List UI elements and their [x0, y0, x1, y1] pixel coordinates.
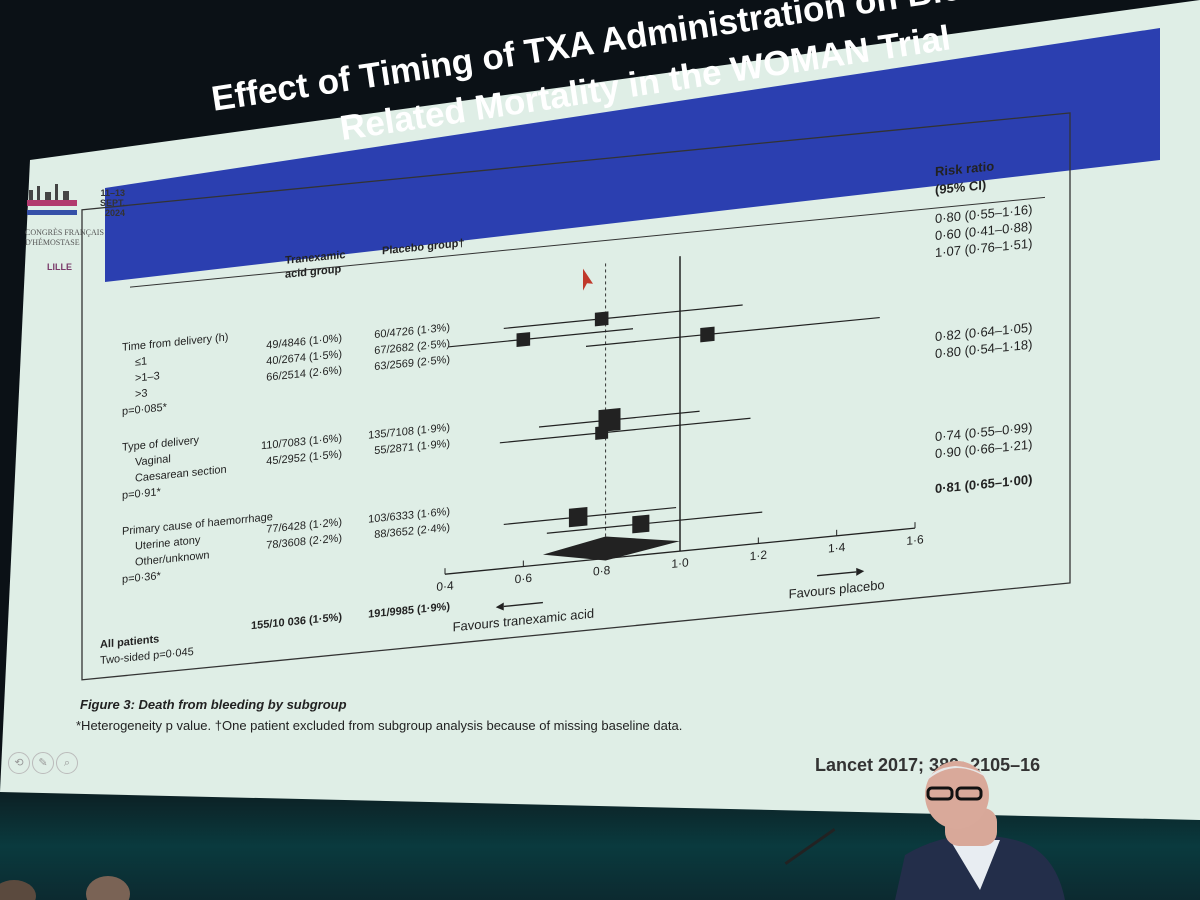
estimate-marker: [594, 311, 609, 327]
ci-line: [546, 511, 763, 534]
placebo-value: 63/2569 (2·5%): [374, 354, 450, 373]
forest-plot-figure: Tranexamic acid group Placebo group† Risk r…: [80, 92, 1075, 685]
txa-value: 66/2514 (2·6%): [266, 364, 342, 383]
ci-line: [448, 328, 633, 348]
favours-right-arrow: [817, 571, 857, 577]
estimate-marker: [598, 408, 621, 433]
row-label: ≤1: [135, 355, 147, 368]
placebo-value: 55/2871 (1·9%): [374, 438, 450, 457]
col-header-txa-2: acid group: [285, 263, 341, 281]
col-header-rr-ci: (95% CI): [935, 177, 986, 197]
row-label: >3: [135, 387, 148, 400]
ci-line: [503, 506, 677, 526]
row-label: Vaginal: [135, 453, 171, 468]
x-tick-label: 1·4: [828, 540, 846, 556]
overall-label: All patients: [100, 633, 159, 651]
x-tick-label: 0·6: [515, 571, 533, 587]
logo-skyline-icon: [27, 184, 77, 215]
txa-value: 45/2952 (1·5%): [266, 448, 342, 467]
col-header-txa: Tranexamic: [285, 249, 345, 267]
txa-value: 78/3608 (2·2%): [266, 532, 342, 551]
pointer-cursor-icon: [583, 268, 593, 291]
group-p-value: p=0·085*: [122, 401, 168, 417]
estimate-marker: [632, 514, 650, 534]
estimate-marker: [516, 332, 531, 347]
row-label: Other/unknown: [135, 549, 210, 568]
estimate-marker: [700, 326, 715, 343]
ci-line: [503, 304, 743, 330]
group-p-value: p=0·91*: [122, 486, 162, 502]
logo-city: LILLE: [47, 262, 72, 272]
figure-footnote: *Heterogeneity p value. †One patient exc…: [76, 718, 683, 733]
zoom-icon[interactable]: ⌕: [56, 752, 78, 774]
row-label: >1–3: [135, 370, 160, 384]
pen-icon[interactable]: ✎: [32, 752, 54, 774]
favours-left-arrow: [503, 601, 543, 608]
x-tick-label: 0·8: [593, 563, 611, 579]
figure-caption: Figure 3: Death from bleeding by subgrou…: [80, 697, 347, 712]
overall-risk-ratio-text: 0·81 (0·65–1·00): [935, 472, 1032, 497]
overall-diamond: [542, 536, 680, 561]
placebo-value: 88/3652 (2·4%): [374, 522, 450, 541]
row-label: Uterine atony: [135, 534, 201, 552]
group-heading: Time from delivery (h): [122, 331, 228, 353]
overall-txa-value: 155/10 036 (1·5%): [251, 611, 342, 632]
slide-control-icon[interactable]: ⟲: [8, 752, 30, 774]
group-p-value: p=0·36*: [122, 570, 162, 586]
col-header-placebo: Placebo group†: [382, 237, 464, 257]
estimate-marker: [595, 425, 609, 440]
ci-line: [499, 417, 751, 444]
favours-right-label: Favours placebo: [789, 577, 885, 601]
audience-heads: [0, 876, 130, 900]
col-header-rr: Risk ratio: [935, 158, 994, 179]
ci-line: [586, 316, 880, 347]
x-tick-label: 1·0: [671, 555, 689, 571]
speaker-person: [895, 761, 1065, 900]
logo-name: CONGRÈS FRANÇAIS D'HÉMOSTASE: [25, 228, 104, 247]
favours-right-arrowhead: [856, 567, 865, 576]
header-rule: [130, 196, 1045, 288]
x-tick-label: 0·4: [436, 578, 454, 594]
citation: Lancet 2017; 389: 2105–16: [815, 755, 1041, 775]
figure-frame: [81, 112, 1071, 681]
group-heading: Type of delivery: [122, 434, 199, 454]
overall-placebo-value: 191/9985 (1·9%): [368, 601, 450, 621]
estimate-marker: [568, 506, 588, 528]
x-tick-label: 1·2: [750, 548, 768, 564]
favours-left-label: Favours tranexamic acid: [453, 606, 594, 635]
conference-logo: 11–13 SEPT. 2024 CONGRÈS FRANÇAIS D'HÉMO…: [25, 180, 125, 290]
favours-left-arrowhead: [495, 602, 504, 611]
logo-dates: 11–13 SEPT. 2024: [99, 188, 125, 218]
x-tick-label: 1·6: [906, 532, 924, 548]
